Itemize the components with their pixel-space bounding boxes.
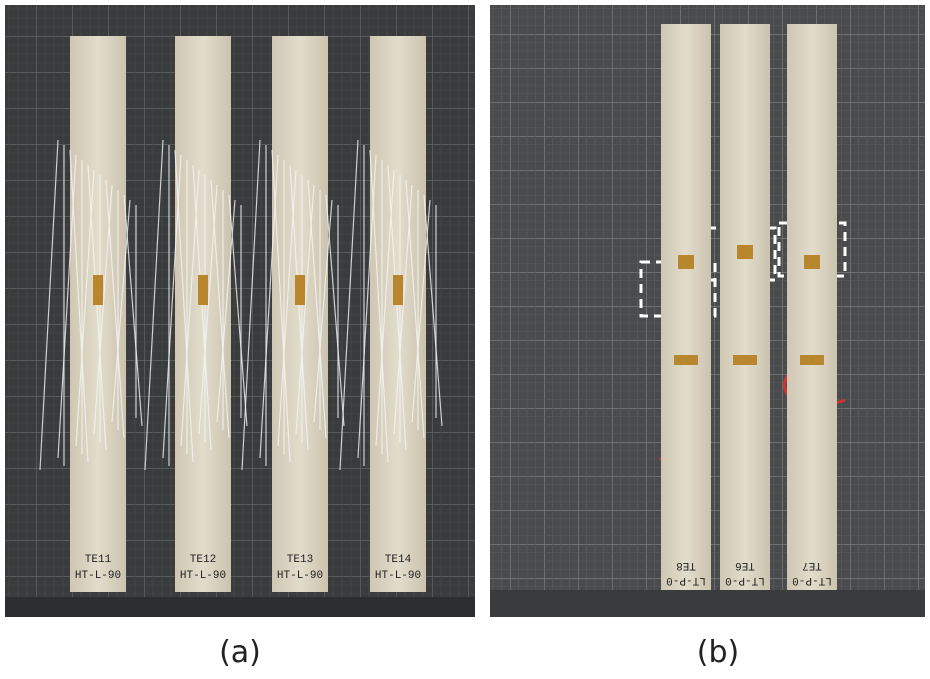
specimen-id: TE14 bbox=[385, 554, 412, 566]
specimen-id: TE12 bbox=[190, 554, 216, 566]
strip bbox=[787, 24, 837, 590]
gauge bbox=[804, 255, 820, 269]
gauge bbox=[674, 355, 698, 365]
specimen-id: TE6 bbox=[735, 559, 755, 571]
specimen-code: LT-P-0 bbox=[792, 574, 832, 586]
specimen-code: HT-L-90 bbox=[180, 570, 226, 582]
gauge bbox=[737, 245, 753, 259]
gauge bbox=[733, 355, 757, 365]
specimen: TE6 LT-P-0 bbox=[720, 24, 770, 590]
gauge bbox=[198, 275, 208, 305]
specimen-id: TE8 bbox=[676, 559, 696, 571]
gauge bbox=[678, 255, 694, 269]
strip bbox=[661, 24, 711, 590]
specimen-id: TE13 bbox=[287, 554, 313, 566]
specimen-code: LT-P-0 bbox=[725, 574, 765, 586]
caption: (a) bbox=[219, 635, 261, 670]
specimen-id: TE7 bbox=[802, 559, 822, 571]
specimen-code: LT-P-0 bbox=[666, 574, 706, 586]
specimen-code: HT-L-90 bbox=[375, 570, 421, 582]
specimen: TE8 LT-P-0 bbox=[661, 24, 711, 590]
specimen: TE7 LT-P-0 bbox=[787, 24, 837, 590]
gauge bbox=[800, 355, 824, 365]
photo-b: TE8 LT-P-0 TE6 LT-P-0 TE7 LT-P-0 bbox=[490, 5, 925, 617]
photo-a: TE11 HT-L-90 TE12 HT-L-90 TE13 HT-L-90 TE14 HT-… bbox=[5, 5, 475, 617]
gauge bbox=[393, 275, 403, 305]
specimen-code: HT-L-90 bbox=[75, 570, 121, 582]
caption: (b) bbox=[697, 635, 739, 670]
gauge bbox=[93, 275, 103, 305]
specimen-id: TE11 bbox=[85, 554, 112, 566]
specimen-code: HT-L-90 bbox=[277, 570, 323, 582]
gauge bbox=[295, 275, 305, 305]
figure: TE11 HT-L-90 TE12 HT-L-90 TE13 HT-L-90 TE14 HT-… bbox=[0, 0, 930, 679]
strip bbox=[720, 24, 770, 590]
